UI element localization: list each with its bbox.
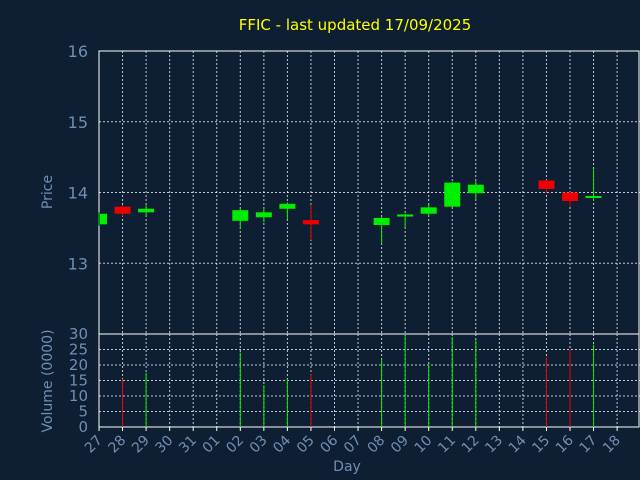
x-tick-label: 13 bbox=[482, 433, 506, 457]
candle-body bbox=[397, 214, 414, 217]
price-grid bbox=[99, 51, 640, 334]
price-axis-label: Price bbox=[40, 175, 56, 209]
x-tick-label: 02 bbox=[223, 433, 247, 457]
x-tick-label: 08 bbox=[365, 433, 389, 457]
x-tick-label: 27 bbox=[82, 433, 106, 457]
volume-tick-label: 15 bbox=[69, 372, 88, 390]
candle-body bbox=[444, 182, 461, 207]
candle bbox=[232, 208, 249, 230]
candle bbox=[279, 202, 296, 220]
price-tick-label: 16 bbox=[68, 42, 88, 61]
x-tick-label: 03 bbox=[247, 433, 271, 457]
volume-grid bbox=[99, 334, 640, 427]
volume-bars bbox=[122, 334, 595, 427]
candle bbox=[585, 169, 602, 201]
candle-body bbox=[585, 196, 602, 199]
candle-body bbox=[100, 213, 107, 225]
candles bbox=[98, 169, 602, 244]
candle bbox=[562, 191, 578, 207]
volume-tick-label: 5 bbox=[78, 403, 88, 421]
candle bbox=[255, 208, 272, 223]
candle-body bbox=[562, 192, 578, 201]
volume-panel-frame bbox=[98, 333, 640, 428]
candle-body bbox=[538, 180, 555, 189]
chart-title: FFIC - last updated 17/09/2025 bbox=[239, 16, 472, 34]
candle-body bbox=[420, 207, 437, 214]
x-tick-label: 14 bbox=[506, 432, 530, 456]
candle bbox=[114, 205, 131, 217]
x-tick-label: 06 bbox=[317, 432, 341, 456]
candle bbox=[538, 179, 555, 194]
x-tick-label: 29 bbox=[129, 433, 153, 457]
candle-body bbox=[302, 220, 319, 225]
candle-body bbox=[138, 208, 155, 213]
candle bbox=[138, 205, 155, 216]
x-tick-label: 16 bbox=[553, 432, 577, 456]
volume-tick-label: 10 bbox=[69, 387, 88, 405]
volume-tick-label: 20 bbox=[69, 356, 88, 374]
x-tick-label: 28 bbox=[105, 433, 129, 457]
candle-body bbox=[467, 184, 484, 194]
x-tick-label: 04 bbox=[270, 432, 294, 456]
volume-axis-label: Volume (0000) bbox=[40, 329, 56, 432]
x-ticks: 27 28 29 30 31 01 02 03 04 05 06 07 08 09 10 11 12 13 14 15… bbox=[82, 427, 624, 456]
x-tick-label: 11 bbox=[435, 433, 459, 457]
candle bbox=[397, 213, 414, 228]
volume-panel-border bbox=[98, 333, 640, 428]
x-tick-label: 01 bbox=[200, 433, 224, 457]
candle-body bbox=[232, 210, 249, 221]
candle bbox=[373, 216, 390, 244]
candle-body bbox=[255, 212, 272, 218]
x-tick-label: 07 bbox=[341, 433, 365, 457]
price-tick-label: 13 bbox=[68, 254, 88, 273]
x-tick-label: 15 bbox=[529, 433, 553, 457]
candle bbox=[444, 181, 461, 208]
candle-body bbox=[114, 206, 131, 214]
x-tick-label: 17 bbox=[576, 433, 600, 457]
candle-body bbox=[279, 203, 296, 209]
price-tick-label: 15 bbox=[68, 113, 88, 132]
candle bbox=[467, 180, 484, 200]
volume-tick-label: 30 bbox=[69, 325, 88, 343]
candle-body bbox=[373, 217, 390, 226]
x-tick-label: 31 bbox=[176, 433, 200, 457]
candle bbox=[98, 212, 107, 226]
volume-tick-label: 0 bbox=[78, 418, 88, 436]
x-tick-label: 18 bbox=[600, 433, 624, 457]
price-tick-label: 14 bbox=[68, 184, 88, 203]
x-tick-label: 09 bbox=[388, 433, 412, 457]
x-tick-label: 12 bbox=[459, 433, 483, 457]
x-tick-label: 05 bbox=[294, 433, 318, 457]
x-tick-label: 10 bbox=[412, 433, 436, 457]
x-tick-label: 30 bbox=[153, 433, 177, 457]
volume-tick-label: 25 bbox=[69, 341, 88, 359]
price-y-ticks: 13 14 15 16 bbox=[68, 42, 88, 273]
x-axis-label: Day bbox=[333, 459, 361, 475]
candle bbox=[420, 204, 437, 216]
candle bbox=[302, 204, 319, 240]
